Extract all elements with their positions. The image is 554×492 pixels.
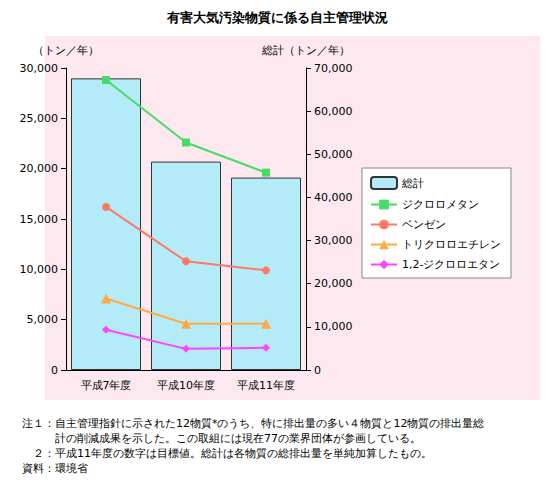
svg-text:50,000: 50,000 [314,148,353,161]
svg-text:ジクロロメタン: ジクロロメタン [402,198,479,211]
svg-text:平成11年度: 平成11年度 [237,379,295,392]
svg-text:30,000: 30,000 [20,62,59,75]
svg-text:総計（トン／年）: 総計（トン／年） [261,44,350,57]
svg-text:10,000: 10,000 [20,263,59,276]
svg-text:10,000: 10,000 [314,320,353,333]
svg-text:（トン／年）: （トン／年） [33,44,99,57]
svg-text:有害大気汚染物質に係る自主管理状況: 有害大気汚染物質に係る自主管理状況 [166,10,388,25]
svg-text:ベンゼン: ベンゼン [402,218,446,231]
svg-text:平成10年度: 平成10年度 [157,379,215,392]
svg-text:計の削減成果を示した。この取組には現在77の業界団体が参画し: 計の削減成果を示した。この取組には現在77の業界団体が参画している。 [22,432,421,445]
svg-text:注１：自主管理指針に示された12物質*のうち、特に排出量の多: 注１：自主管理指針に示された12物質*のうち、特に排出量の多い４物質と12物質の… [22,417,485,430]
svg-text:トリクロロエチレン: トリクロロエチレン [402,238,501,251]
svg-text:0: 0 [51,364,58,377]
svg-text:60,000: 60,000 [314,105,353,118]
svg-text:２：平成11年度の数字は目標値。総計は各物質の総排出量を単純: ２：平成11年度の数字は目標値。総計は各物質の総排出量を単純加算したもの。 [22,447,432,460]
svg-text:70,000: 70,000 [314,62,353,75]
svg-text:0: 0 [314,364,321,377]
svg-text:15,000: 15,000 [20,213,59,226]
svg-text:総計: 総計 [401,177,424,190]
svg-text:資料：環境省: 資料：環境省 [22,462,88,475]
svg-text:20,000: 20,000 [314,277,353,290]
svg-text:平成7年度: 平成7年度 [81,379,132,392]
svg-text:30,000: 30,000 [314,234,353,247]
svg-text:20,000: 20,000 [20,162,59,175]
svg-text:5,000: 5,000 [27,313,59,326]
svg-text:25,000: 25,000 [20,112,59,125]
svg-text:1,2-ジクロロエタン: 1,2-ジクロロエタン [402,258,500,271]
svg-text:40,000: 40,000 [314,191,353,204]
